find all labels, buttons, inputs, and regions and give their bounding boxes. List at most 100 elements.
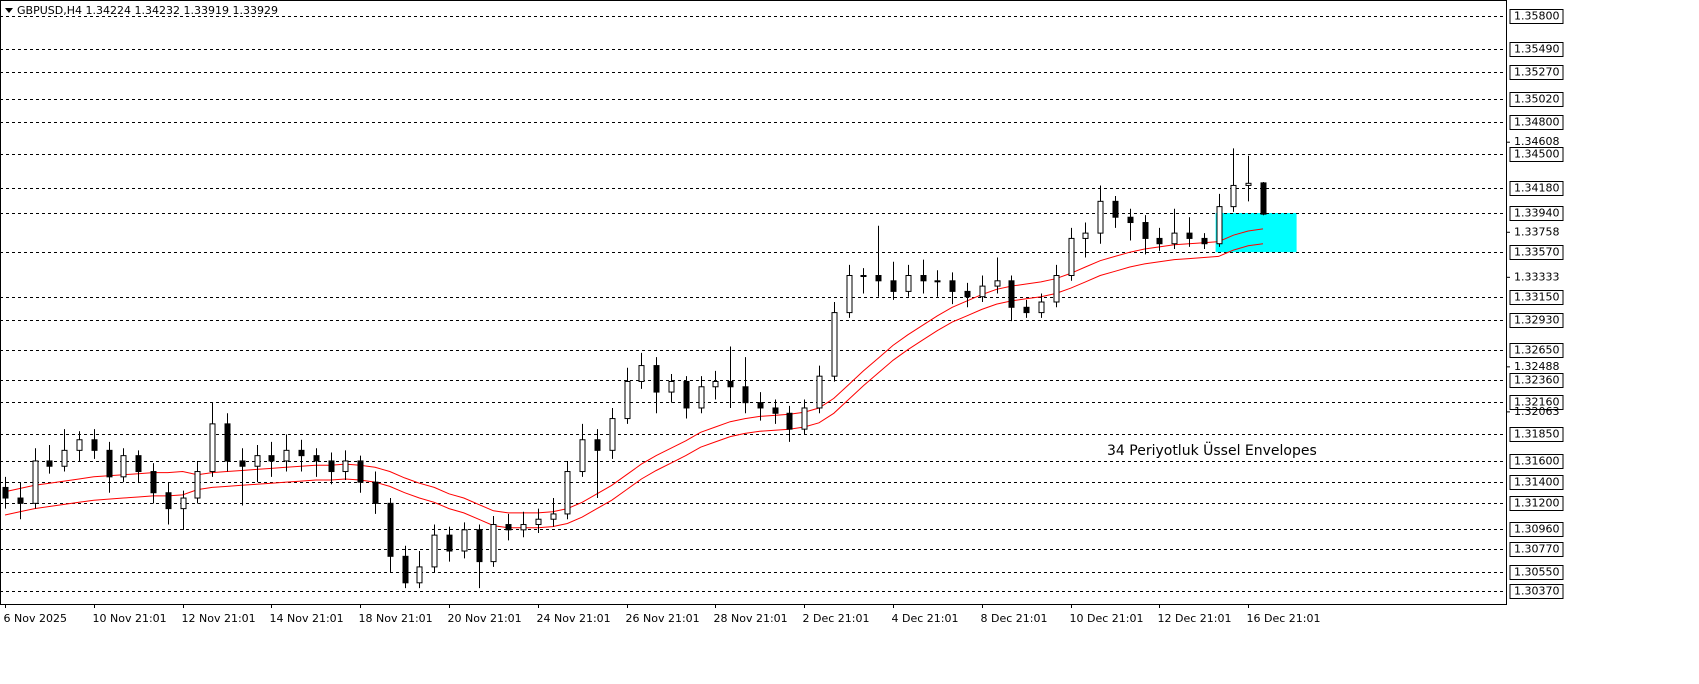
level-label-box [1509, 343, 1564, 358]
level-label-box [1509, 147, 1564, 162]
candle-body [564, 471, 571, 515]
candle-body [505, 524, 512, 531]
candle-body [1171, 232, 1178, 245]
x-tick-label: 26 Nov 21:01 [626, 612, 700, 625]
candle-body [224, 423, 231, 462]
level-label-box [1509, 373, 1564, 388]
candle-body [638, 365, 645, 382]
low: 1.33919 [183, 4, 229, 17]
candle-body [46, 460, 53, 467]
level-label: 1.34800 [1514, 116, 1560, 129]
candle-body [934, 280, 941, 283]
candle-body [1068, 237, 1075, 277]
level-label-box [1509, 206, 1564, 221]
zone [1215, 212, 1297, 253]
level-label-box [1509, 290, 1564, 305]
level-label-box [1509, 427, 1564, 442]
level-label-box [1509, 584, 1564, 599]
candle-body [846, 275, 853, 314]
indicator-annotation: 34 Periyotluk Üssel Envelopes [1107, 441, 1317, 459]
x-tick-label: 20 Nov 21:01 [448, 612, 522, 625]
candle-body [994, 280, 1001, 287]
level-label: 1.34500 [1514, 148, 1560, 161]
level-label-box [1509, 522, 1564, 537]
candle-body [949, 280, 956, 292]
plot-frame [0, 0, 1507, 605]
candle-body [831, 312, 838, 377]
level-label-box [1509, 395, 1564, 410]
candle-body [416, 566, 423, 584]
candle-body [209, 423, 216, 473]
level-label: 1.35270 [1514, 66, 1560, 79]
candle-body [875, 275, 882, 282]
candle-body [1245, 182, 1252, 186]
level-label-box [1509, 9, 1564, 24]
candle-body [461, 529, 468, 552]
candle-body [1201, 237, 1208, 245]
level-label-box [1509, 42, 1564, 57]
candle-body [1097, 200, 1104, 234]
candle-body [1156, 237, 1163, 245]
candle-body [135, 455, 142, 473]
level-label: 1.35800 [1514, 10, 1560, 23]
candle-body [490, 524, 497, 563]
level-label: 1.35020 [1514, 93, 1560, 106]
level-label: 1.33150 [1514, 291, 1560, 304]
candle-body [254, 455, 261, 467]
high: 1.34232 [134, 4, 180, 17]
candle-body [32, 460, 39, 504]
symbol: GBPUSD,H4 [17, 4, 82, 17]
x-tick-label: 2 Dec 21:01 [803, 612, 870, 625]
x-tick-label: 18 Nov 21:01 [359, 612, 433, 625]
candle-body [2, 486, 9, 499]
level-label: 1.32360 [1514, 374, 1560, 387]
candle-body [653, 365, 660, 393]
level-label: 1.31200 [1514, 497, 1560, 510]
level-label: 1.30770 [1514, 543, 1560, 556]
level-label-box [1509, 313, 1564, 328]
candle-body [1260, 182, 1267, 215]
candle-body [594, 439, 601, 451]
level-label: 1.32930 [1514, 314, 1560, 327]
x-tick-label: 14 Nov 21:01 [270, 612, 344, 625]
candle-body [150, 471, 157, 494]
level-label-box [1509, 92, 1564, 107]
x-tick-label: 24 Nov 21:01 [537, 612, 611, 625]
x-tick-label: 12 Nov 21:01 [182, 612, 256, 625]
y-tick-label: 1.33758 [1514, 225, 1560, 238]
level-label: 1.30960 [1514, 523, 1560, 536]
level-label-box [1509, 115, 1564, 130]
candle-body [520, 524, 527, 531]
x-tick-label: 12 Dec 21:01 [1158, 612, 1232, 625]
y-tick-label: 1.32063 [1514, 405, 1560, 418]
level-label: 1.33940 [1514, 207, 1560, 220]
candle-body [668, 380, 675, 393]
candle-body [313, 455, 320, 462]
x-tick-label: 6 Nov 2025 [4, 612, 67, 625]
candle-body [91, 439, 98, 451]
candle-body [550, 513, 557, 520]
close: 1.33929 [232, 4, 278, 17]
candle-body [1216, 206, 1223, 245]
x-tick-label: 4 Dec 21:01 [892, 612, 959, 625]
y-tick-label: 1.32488 [1514, 360, 1560, 373]
candle-body [624, 380, 631, 420]
x-tick-label: 10 Nov 21:01 [93, 612, 167, 625]
candle-body [727, 380, 734, 388]
candle-body [283, 449, 290, 462]
candle-body [180, 497, 187, 510]
candle-body [476, 529, 483, 563]
candle-body [860, 275, 867, 278]
candle-body [106, 449, 113, 478]
open: 1.34224 [85, 4, 131, 17]
menu-triangle [5, 8, 13, 13]
level-label: 1.32160 [1514, 396, 1560, 409]
candle-body [920, 275, 927, 282]
candle-body [357, 460, 364, 483]
candle-body [1230, 184, 1237, 208]
candle-body [801, 407, 808, 430]
level-label-box [1509, 542, 1564, 557]
candle-body [535, 518, 542, 526]
level-label-box [1509, 245, 1564, 260]
